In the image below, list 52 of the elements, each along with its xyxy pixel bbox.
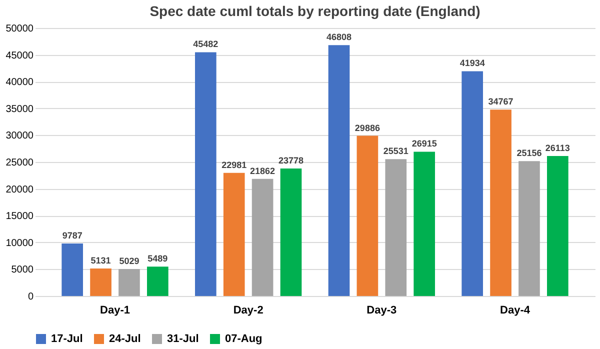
y-tick-label: 25000 [6,158,34,168]
y-tick-label: 30000 [6,130,34,142]
y-tick-label: 50000 [6,24,34,34]
data-label: 46808 [326,32,352,42]
data-label: 29886 [354,122,380,133]
data-label: 26113 [545,143,570,154]
data-label: 21862 [250,166,276,176]
bar [147,266,168,296]
x-tick-label: Day-3 [366,304,397,316]
legend-label: 24-Jul [109,333,141,345]
x-tick-label: Day-2 [233,304,264,316]
data-label: 34767 [488,96,514,107]
bar [490,110,512,296]
bar [518,161,540,296]
bar [462,71,483,296]
chart-title: Spec date cuml totals by reporting date (England) [150,3,480,19]
bar [414,152,435,296]
data-label: 5131 [90,256,111,266]
bar [62,244,83,296]
data-label: 5029 [119,256,140,266]
legend-label: 07-Aug [225,333,262,345]
bar [547,156,568,296]
data-label: 41934 [460,58,485,68]
data-label: 25156 [516,148,542,158]
y-tick-label: 45000 [6,50,34,62]
data-label: 26915 [412,138,437,149]
legend-label: 17-Jul [51,333,83,345]
bar [356,136,378,296]
x-tick-label: Day-4 [500,304,531,316]
y-tick-label: 5000 [11,264,34,276]
data-label: 5489 [148,254,168,264]
y-tick-label: 10000 [6,238,34,249]
bar [385,159,407,296]
y-tick-label: 0 [28,292,34,302]
bar [280,168,302,296]
bar [328,45,350,296]
y-tick-label: 40000 [6,77,34,88]
bar [118,269,140,296]
data-label: 23778 [278,156,304,166]
data-label: 22981 [222,160,247,170]
bar [90,268,112,296]
x-tick-label: Day-1 [100,304,130,316]
y-tick-label: 35000 [6,104,34,115]
y-tick-label: 15000 [6,211,34,222]
bar [195,52,216,296]
y-tick-label: 20000 [6,184,34,196]
bar [252,178,274,296]
data-label: 9787 [62,230,82,241]
legend-label: 31-Jul [167,333,199,345]
bar [223,172,245,296]
data-label: 25531 [383,146,408,156]
data-label: 45482 [193,39,218,50]
